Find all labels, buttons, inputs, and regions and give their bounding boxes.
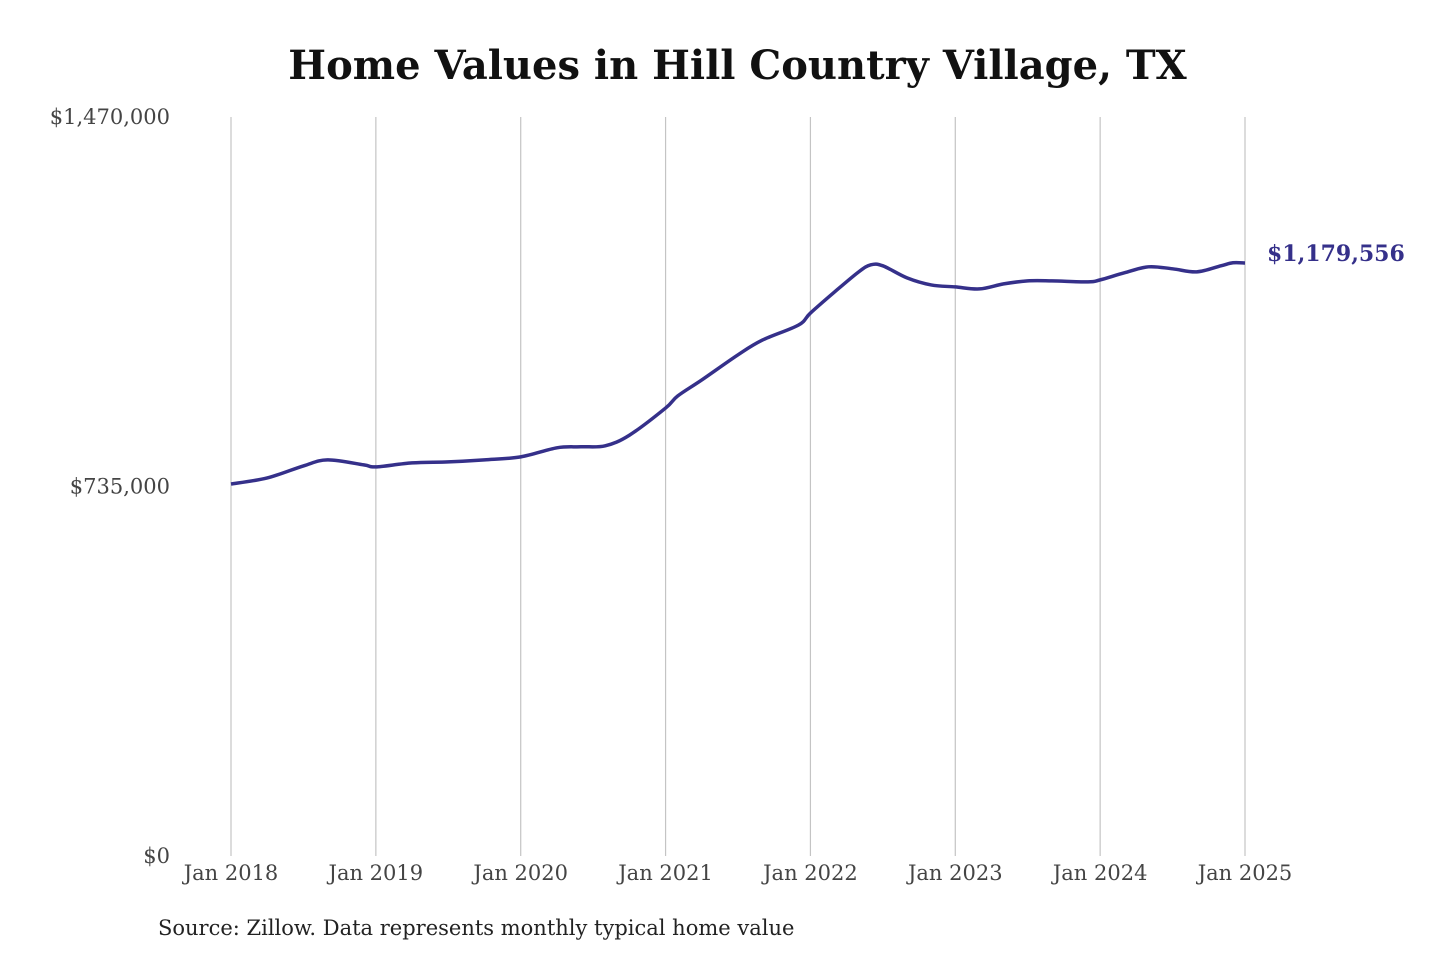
y-tick-label: $0 xyxy=(143,844,170,868)
x-tick-label: Jan 2022 xyxy=(761,861,858,885)
x-tick-label: Jan 2019 xyxy=(327,861,424,885)
x-tick-label: Jan 2025 xyxy=(1196,861,1293,885)
end-value-label: $1,179,556 xyxy=(1267,241,1405,267)
x-tick-label: Jan 2024 xyxy=(1051,861,1148,885)
x-tick-label: Jan 2023 xyxy=(906,861,1003,885)
y-tick-label: $1,470,000 xyxy=(50,105,170,129)
x-tick-label: Jan 2021 xyxy=(616,861,713,885)
y-tick-label: $735,000 xyxy=(70,475,170,499)
source-note: Source: Zillow. Data represents monthly … xyxy=(158,916,795,940)
chart-title: Home Values in Hill Country Village, TX xyxy=(288,42,1187,89)
series-line xyxy=(230,260,1246,486)
x-tick-label: Jan 2020 xyxy=(471,861,568,885)
x-tick-label: Jan 2018 xyxy=(182,861,279,885)
